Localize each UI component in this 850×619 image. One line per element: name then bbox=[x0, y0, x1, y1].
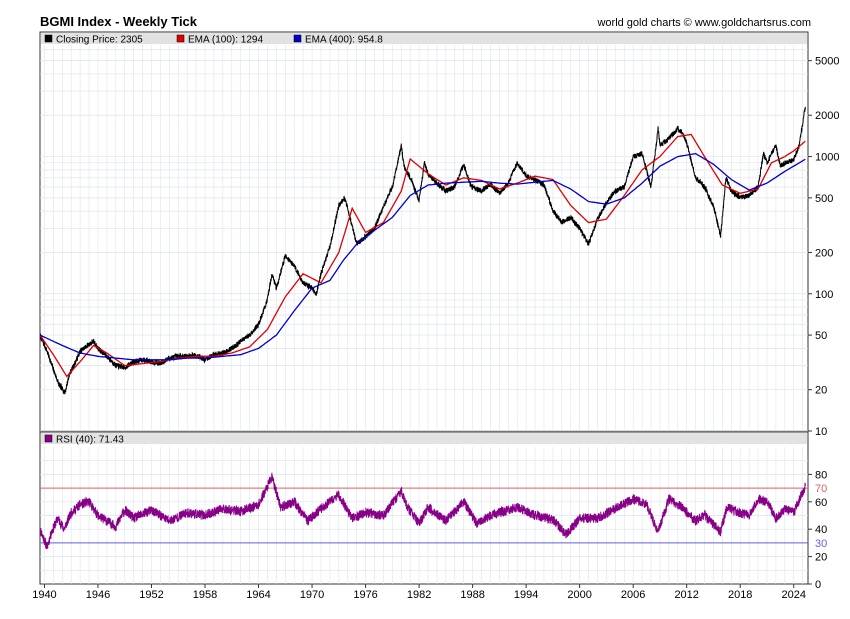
rsi-y-tick-label: 0 bbox=[815, 579, 821, 591]
price-y-tick-label: 20 bbox=[815, 385, 827, 397]
legend-swatch-close bbox=[44, 34, 53, 43]
rsi-plot-frame bbox=[39, 431, 809, 585]
legend-swatch-ema400 bbox=[293, 34, 302, 43]
time-axis: 1940 1946 1952 1958 1964 1970 1976 1982 1988 1994… bbox=[32, 584, 806, 601]
rsi-level-label-30: 30 bbox=[815, 538, 827, 550]
price-y-tick-label: 50 bbox=[815, 330, 827, 342]
price-grid bbox=[40, 45, 808, 432]
legend-swatch-ema100 bbox=[176, 34, 185, 43]
x-tick-label: 1964 bbox=[246, 589, 270, 601]
rsi-y-tick-label: 60 bbox=[815, 497, 827, 509]
x-tick-label: 1946 bbox=[86, 589, 110, 601]
chart-title: BGMI Index - Weekly Tick bbox=[40, 14, 198, 29]
legend-label-ema100: EMA (100): 1294 bbox=[188, 35, 263, 46]
x-tick-label: 2012 bbox=[674, 589, 698, 601]
price-y-tick-label: 1000 bbox=[815, 152, 839, 164]
rsi-y-tick-label: 20 bbox=[815, 552, 827, 564]
price-y-tick-label: 200 bbox=[815, 247, 833, 259]
rsi-y-tick-label: 40 bbox=[815, 524, 827, 536]
price-legend-bar bbox=[41, 33, 807, 44]
price-panel: 10 20 50 100 200 500 1000 2000 5000 Closing Price… bbox=[39, 31, 839, 438]
x-tick-label: 1958 bbox=[193, 589, 217, 601]
rsi-level-label-70: 70 bbox=[815, 483, 827, 495]
x-tick-label: 1940 bbox=[32, 589, 56, 601]
x-tick-label: 1970 bbox=[300, 589, 324, 601]
x-tick-label: 1994 bbox=[514, 589, 538, 601]
rsi-panel: 70 30 0 20 40 60 80 RSI (40): 71.43 bbox=[39, 431, 827, 591]
price-y-tick-label: 10 bbox=[815, 426, 827, 438]
rsi-legend-bar bbox=[41, 433, 807, 444]
rsi-y-tick-label: 80 bbox=[815, 469, 827, 481]
price-y-tick-label: 2000 bbox=[815, 110, 839, 122]
chart-credit: world gold charts © www.goldchartsrus.co… bbox=[596, 17, 811, 29]
legend-label-close: Closing Price: 2305 bbox=[56, 35, 143, 46]
x-tick-label: 2006 bbox=[621, 589, 645, 601]
ema400-line bbox=[40, 152, 806, 361]
price-y-tick-label: 500 bbox=[815, 193, 833, 205]
price-y-tick-label: 5000 bbox=[815, 56, 839, 68]
price-plot-frame bbox=[39, 31, 809, 432]
legend-label-rsi: RSI (40): 71.43 bbox=[56, 435, 124, 446]
x-tick-label: 1988 bbox=[460, 589, 484, 601]
x-tick-label: 2024 bbox=[781, 589, 805, 601]
x-tick-label: 1976 bbox=[353, 589, 377, 601]
legend-swatch-rsi bbox=[44, 434, 53, 443]
x-tick-label: 1952 bbox=[139, 589, 163, 601]
x-tick-label: 2000 bbox=[567, 589, 591, 601]
rsi-line bbox=[40, 472, 806, 550]
price-y-tick-label: 100 bbox=[815, 289, 833, 301]
legend-label-ema400: EMA (400): 954.8 bbox=[305, 35, 383, 46]
x-tick-label: 2018 bbox=[728, 589, 752, 601]
x-tick-label: 1982 bbox=[407, 589, 431, 601]
